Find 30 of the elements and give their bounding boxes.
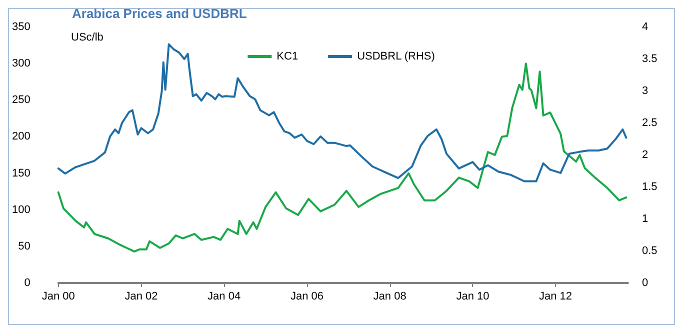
y2-tick-label: 2 <box>642 149 648 161</box>
y-tick-label: 100 <box>12 204 30 216</box>
legend-label: USDBRL (RHS) <box>357 50 435 62</box>
y2-tick-label: 4 <box>642 21 648 33</box>
x-tick-label: Jan 06 <box>290 290 324 302</box>
x-tick-label: Jan 02 <box>124 290 158 302</box>
y2-tick-label: 1 <box>642 213 648 225</box>
y-tick-label: 0 <box>24 277 30 289</box>
x-tick-label: Jan 04 <box>208 290 241 302</box>
x-tick-label: Jan 00 <box>42 290 75 302</box>
y2-tick-label: 1.5 <box>642 181 658 193</box>
y-tick-label: 300 <box>12 58 30 70</box>
line-series <box>57 62 628 253</box>
y2-tick-label: 2.5 <box>642 117 658 129</box>
chart-title: Arabica Prices and USDBRL <box>72 6 247 21</box>
y-tick-label: 50 <box>18 240 30 252</box>
line-series <box>57 43 628 182</box>
y-tick-label: 200 <box>12 130 30 143</box>
x-tick-label: Jan 10 <box>456 290 490 302</box>
x-tick-label: Jan 08 <box>373 290 406 302</box>
y-tick-label: 150 <box>12 167 30 180</box>
x-tick-label: Jan 12 <box>539 290 572 302</box>
legend-label: KC1 <box>276 50 298 62</box>
y2-tick-label: 3 <box>642 85 648 97</box>
y-tick-label: 350 <box>12 21 30 33</box>
y2-tick-label: 0.5 <box>642 245 658 257</box>
y2-tick-label: 3.5 <box>642 53 658 65</box>
y2-tick-label: 0 <box>642 277 648 289</box>
y-axis-title: USc/lb <box>71 32 104 44</box>
y-tick-label: 250 <box>12 94 30 106</box>
